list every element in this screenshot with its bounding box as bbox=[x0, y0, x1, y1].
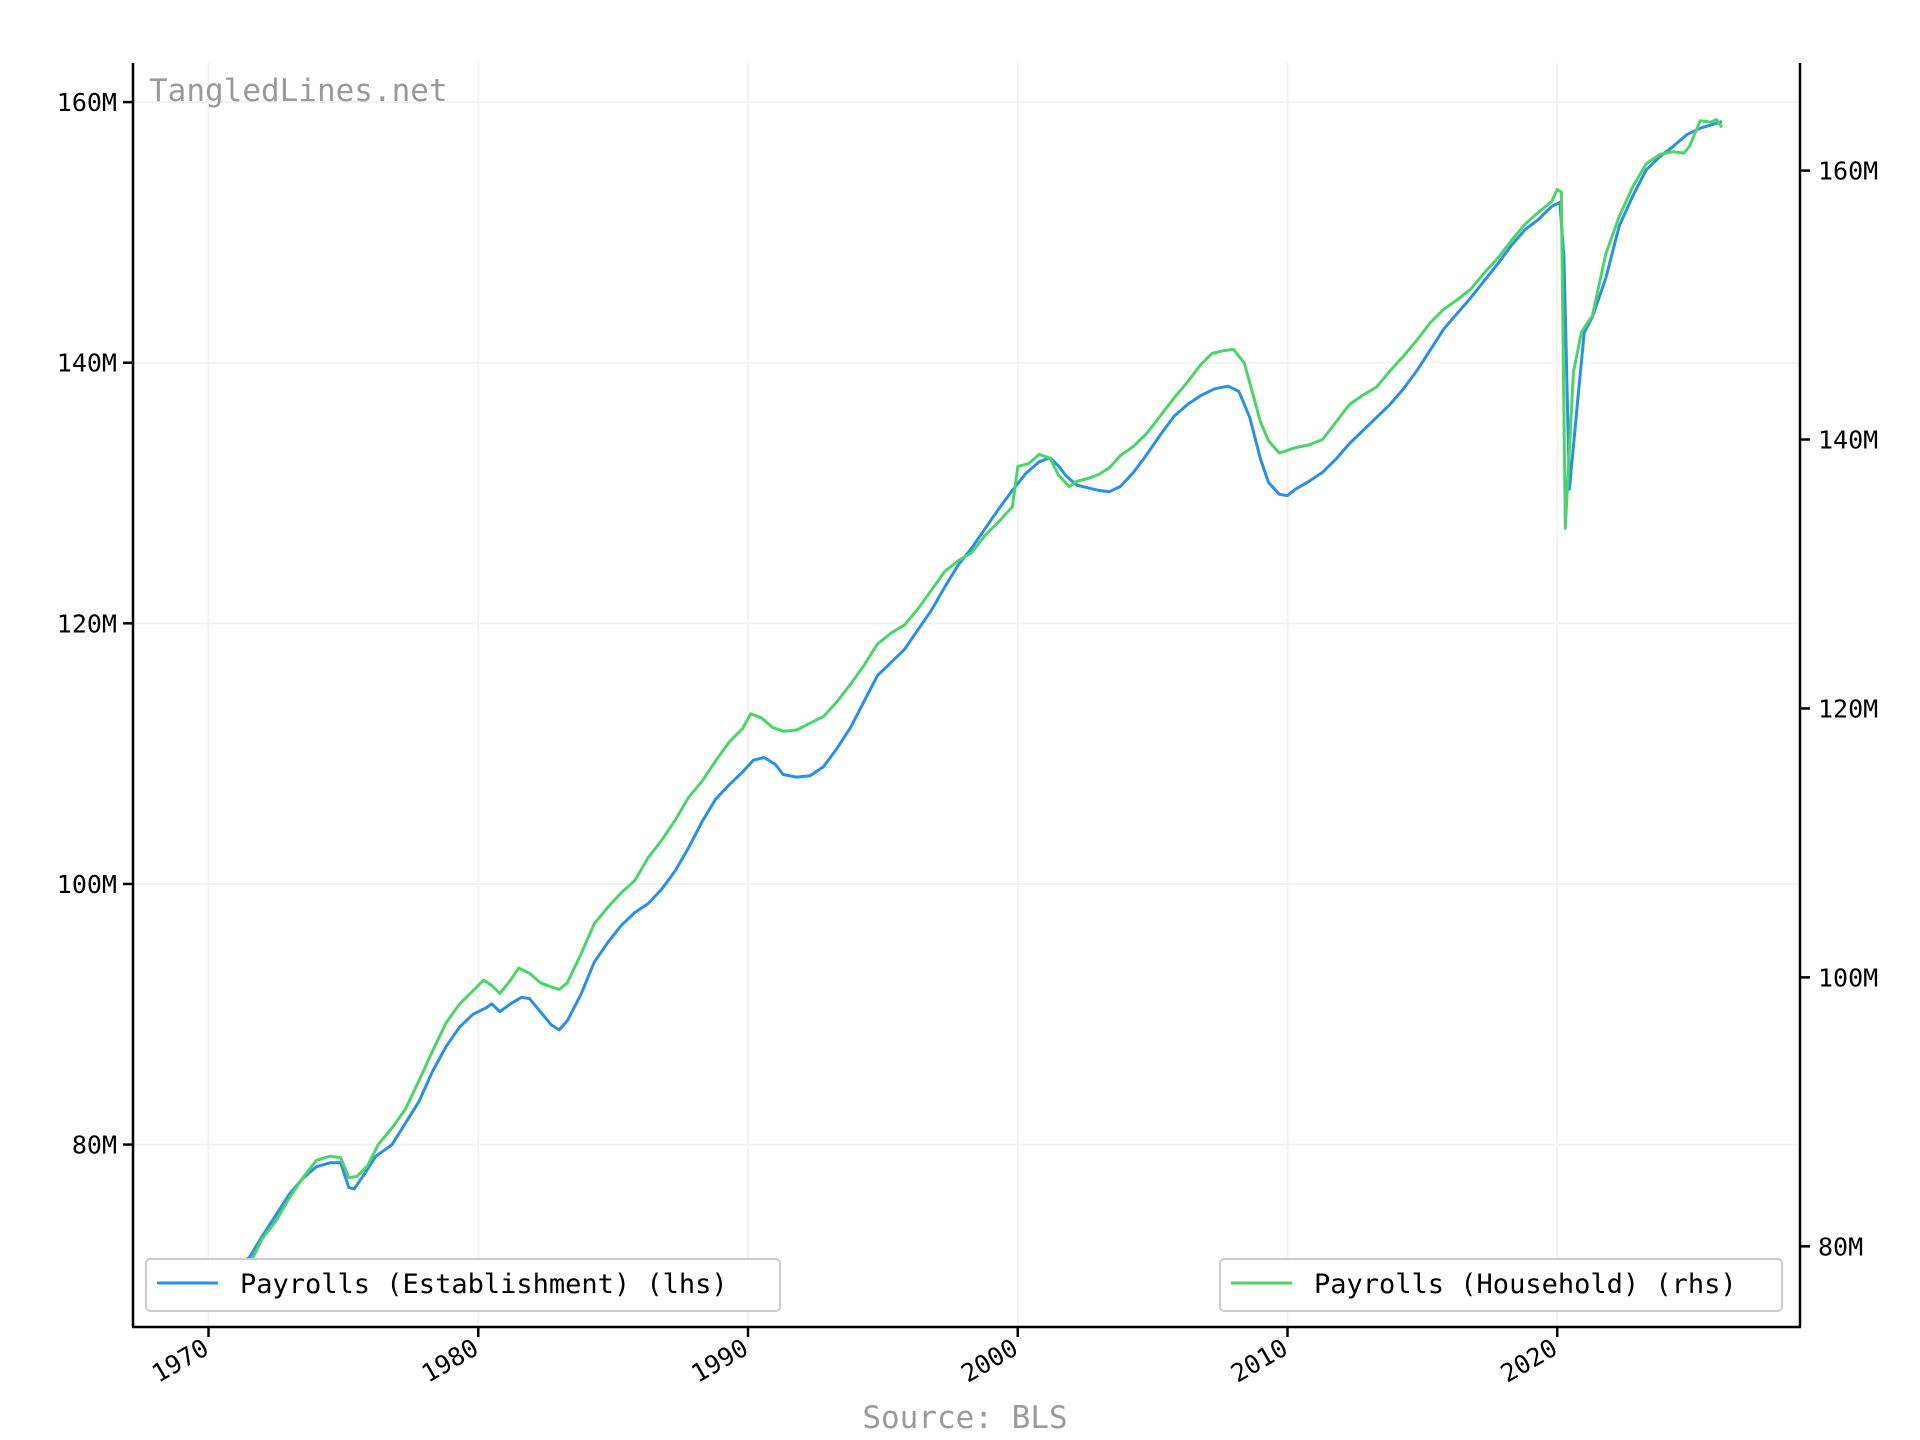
y-right-tick-label: 140M bbox=[1818, 426, 1878, 455]
series-establishment-line bbox=[207, 120, 1723, 1269]
y-left-tick-label: 80M bbox=[72, 1131, 117, 1160]
source-label: Source: BLS bbox=[862, 1400, 1067, 1436]
x-tick-label: 2020 bbox=[1496, 1333, 1563, 1388]
y-left-tick-label: 160M bbox=[57, 88, 117, 117]
y-right-tick-label: 160M bbox=[1818, 157, 1878, 186]
y-left-tick-label: 120M bbox=[57, 609, 117, 638]
legend-left-box bbox=[145, 1258, 781, 1312]
axes bbox=[131, 63, 1802, 1329]
y-left-tick-label: 140M bbox=[57, 349, 117, 378]
y-right-tick-label: 100M bbox=[1818, 963, 1878, 992]
x-tick-label: 1990 bbox=[686, 1333, 753, 1388]
legend-right-label: Payrolls (Household) (rhs) bbox=[1314, 1269, 1737, 1300]
y-right-tick-label: 80M bbox=[1818, 1232, 1863, 1261]
watermark: TangledLines.net bbox=[149, 73, 448, 109]
series-lines bbox=[207, 118, 1724, 1271]
x-tick-label: 2010 bbox=[1226, 1333, 1293, 1388]
legend-left: Payrolls (Establishment) (lhs) bbox=[145, 1258, 781, 1312]
grid bbox=[133, 63, 1800, 1327]
legend-left-label: Payrolls (Establishment) (lhs) bbox=[240, 1269, 728, 1300]
series-household-line bbox=[208, 118, 1724, 1271]
legend-right: Payrolls (Household) (rhs) bbox=[1219, 1258, 1783, 1312]
y-right-tick-label: 120M bbox=[1818, 694, 1878, 723]
x-tick-label: 1970 bbox=[147, 1333, 214, 1388]
legend-right-box bbox=[1219, 1258, 1783, 1312]
y-left-tick-label: 100M bbox=[57, 870, 117, 899]
x-tick-label: 2000 bbox=[956, 1333, 1023, 1388]
x-tick-label: 1980 bbox=[417, 1333, 484, 1388]
